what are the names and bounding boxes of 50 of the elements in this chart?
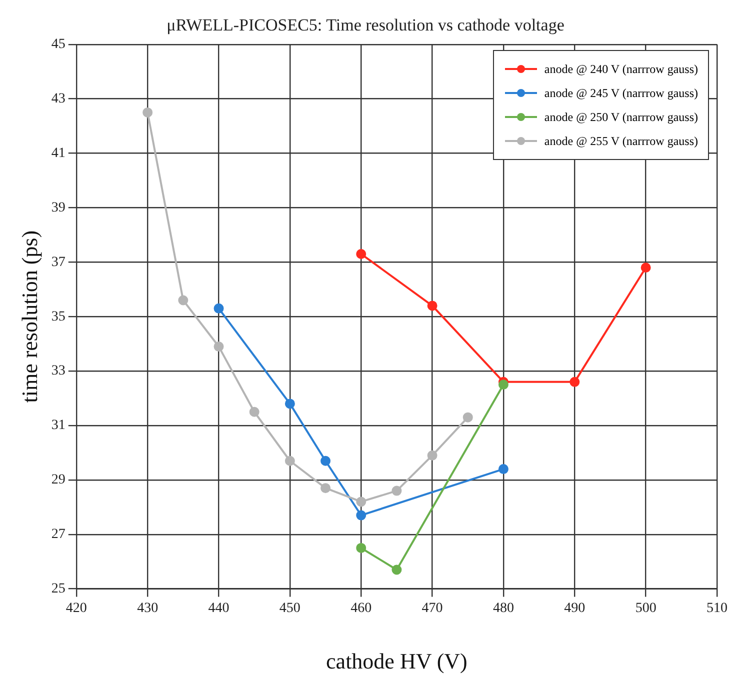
y-axis-title: time resolution (ps) [16, 230, 42, 403]
y-tick-label: 27 [51, 527, 66, 542]
point [320, 483, 331, 494]
y-tick-label: 33 [51, 364, 66, 379]
point [178, 295, 188, 306]
point [498, 464, 508, 474]
legend-label: anode @ 245 V (narrrow gauss) [544, 86, 698, 100]
x-tick-label: 480 [492, 600, 514, 616]
point [142, 107, 153, 118]
point [320, 456, 331, 466]
legend-label: anode @ 255 V (narrrow gauss) [544, 134, 698, 148]
y-tick-label: 31 [51, 418, 66, 434]
point [356, 248, 366, 259]
point [392, 486, 402, 496]
point [284, 398, 295, 409]
x-axis-title: cathode HV (V) [326, 648, 468, 674]
x-tick-label: 440 [208, 600, 230, 616]
y-tick-label: 41 [51, 146, 66, 161]
point [570, 376, 580, 387]
y-tick-label: 45 [51, 37, 66, 52]
point [249, 406, 260, 417]
x-tick-label: 490 [564, 600, 586, 616]
y-tick-label: 43 [51, 92, 66, 107]
legend-label: anode @ 240 V (narrrow gauss) [544, 62, 698, 76]
point [640, 262, 651, 273]
point [427, 300, 438, 311]
point [427, 450, 438, 460]
chart-title: μRWELL-PICOSEC5: Time resolution vs cathode voltage [166, 16, 564, 35]
y-tick-label: 39 [51, 200, 66, 216]
point [214, 342, 224, 352]
point [356, 542, 366, 553]
x-tick-label: 430 [137, 600, 158, 616]
legend-label: anode @ 250 V (narrrow gauss) [544, 110, 698, 124]
x-tick-label: 470 [422, 600, 443, 616]
x-tick-label: 500 [635, 600, 656, 616]
x-tick-label: 510 [706, 600, 728, 616]
x-tick-label: 420 [66, 600, 87, 616]
y-tick-label: 35 [51, 309, 66, 324]
y-tick-label: 37 [51, 254, 66, 270]
point [356, 496, 366, 507]
point [462, 412, 473, 422]
point [392, 564, 402, 575]
point [214, 303, 224, 314]
y-tick-label: 25 [51, 581, 66, 596]
point [356, 510, 366, 520]
x-tick-label: 460 [350, 600, 372, 616]
x-tick-label: 450 [279, 600, 300, 616]
point [284, 456, 295, 466]
point [498, 380, 508, 390]
y-tick-label: 29 [51, 472, 66, 488]
